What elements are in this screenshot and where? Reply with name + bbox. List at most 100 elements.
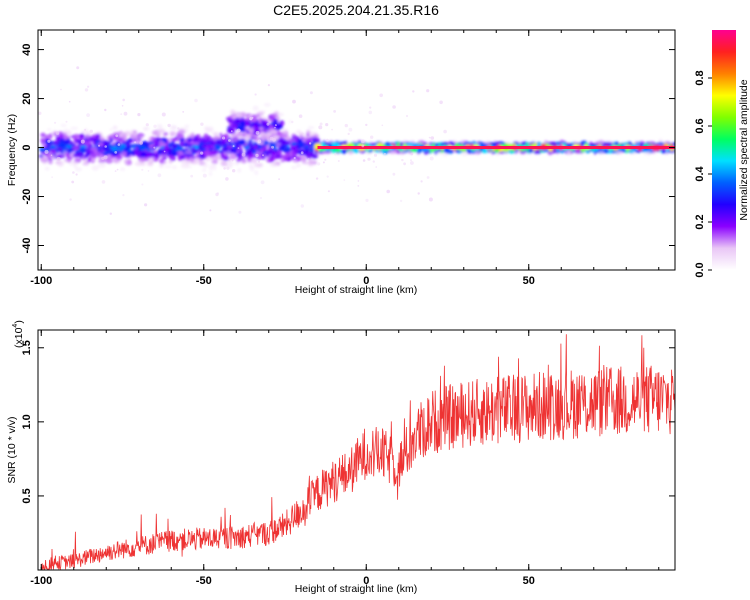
heatmap-cell <box>248 155 256 159</box>
heatmap-noise-cell <box>65 120 68 123</box>
spectrogram-x-tick-label: -100 <box>30 275 52 287</box>
heatmap-noise-cell <box>44 149 49 154</box>
heatmap-noise-cell <box>147 170 150 172</box>
heatmap-noise-cell <box>223 167 226 170</box>
heatmap-noise-cell <box>379 93 384 98</box>
heatmap-noise-cell <box>266 122 270 126</box>
heatmap-cell <box>250 158 257 164</box>
colorbar-tick-label: 0.6 <box>694 118 706 133</box>
heatmap-cell <box>252 135 258 138</box>
heatmap-cell <box>598 150 605 155</box>
heatmap-noise-cell <box>401 158 404 162</box>
heatmap-cell <box>657 142 665 146</box>
heatmap-cell <box>187 138 192 143</box>
heatmap-cell <box>201 144 207 149</box>
heatmap-cell <box>219 132 223 136</box>
heatmap-noise-cell <box>237 147 240 150</box>
heatmap-cell <box>148 141 154 145</box>
colorbar-gradient <box>712 30 736 270</box>
heatmap-cell <box>169 131 176 136</box>
heatmap-noise-cell <box>255 153 259 158</box>
heatmap-noise-cell <box>439 100 443 105</box>
heatmap-noise-cell <box>357 185 360 187</box>
heatmap-cell <box>230 109 235 115</box>
heatmap-cell <box>190 156 194 163</box>
heatmap-cell <box>214 143 221 150</box>
heatmap-noise-cell <box>348 127 353 132</box>
heatmap-cell <box>265 143 270 148</box>
heatmap-noise-cell <box>426 89 430 93</box>
heatmap-cell <box>254 170 259 175</box>
colorbar-ticks: 0.0 0.2 0.4 0.6 0.8 <box>694 70 712 278</box>
heatmap-noise-cell <box>347 132 350 136</box>
heatmap-cell <box>210 155 215 161</box>
heatmap-cell <box>258 110 266 114</box>
heatmap-cell <box>348 150 354 155</box>
snr-panel: -100 -50 0 50 0.5 1.0 1.5 Height of straight … <box>6 320 676 595</box>
heatmap-cell <box>93 141 97 146</box>
heatmap-cell <box>44 166 50 171</box>
heatmap-cell <box>53 140 59 146</box>
heatmap-cell <box>228 161 234 166</box>
heatmap-cell <box>264 135 271 140</box>
heatmap-noise-cell <box>98 144 101 147</box>
spectrogram-y-tick-label: 20 <box>21 92 33 104</box>
heatmap-noise-cell <box>157 173 162 178</box>
heatmap-cell <box>172 165 177 169</box>
heatmap-cell <box>261 124 268 128</box>
heatmap-cell <box>65 152 71 157</box>
snr-y-label: SNR (10 * v/v) <box>6 416 18 483</box>
heatmap-cell <box>301 161 310 165</box>
heatmap-cell <box>179 154 186 160</box>
heatmap-cell <box>647 141 655 145</box>
heatmap-cell <box>158 154 166 158</box>
heatmap-noise-cell <box>60 88 62 91</box>
heatmap-cell <box>228 143 235 146</box>
heatmap-noise-cell <box>200 151 204 155</box>
colorbar-tick-label: 0.0 <box>694 262 706 277</box>
heatmap-noise-cell <box>292 99 296 104</box>
heatmap-cell <box>68 158 72 163</box>
heatmap-noise-cell <box>200 122 204 126</box>
heatmap-cell <box>252 150 257 154</box>
heatmap-noise-cell <box>68 100 71 103</box>
heatmap-cell <box>154 140 160 146</box>
heatmap-cell <box>215 139 224 146</box>
heatmap-cell <box>134 146 139 152</box>
heatmap-cell <box>72 145 78 151</box>
heatmap-noise-cell <box>412 90 415 93</box>
spectrogram-y-tick-label: -20 <box>21 189 33 205</box>
heatmap-cell <box>263 103 271 107</box>
heatmap-cell <box>70 126 79 130</box>
heatmap-noise-cell <box>337 160 340 162</box>
heatmap-noise-cell <box>163 150 166 153</box>
spectrogram-panel: -100 -50 0 50 -40 -20 0 20 40 Height of straigh… <box>6 29 676 296</box>
heatmap-cell <box>116 146 125 151</box>
heatmap-noise-cell <box>331 128 333 131</box>
spectrogram-x-tick-label: 0 <box>363 275 369 287</box>
snr-y-multiplier: (x104) <box>12 320 25 348</box>
heatmap-noise-cell <box>326 175 329 178</box>
heatmap-noise-cell <box>426 176 430 179</box>
snr-x-tick-label: 0 <box>363 575 369 587</box>
heatmap-cell <box>450 141 455 146</box>
heatmap-cell <box>85 140 92 147</box>
heatmap-cell <box>291 142 297 146</box>
heatmap-noise-cell <box>360 139 365 144</box>
heatmap-cell <box>147 147 151 152</box>
heatmap-cell <box>129 139 134 143</box>
heatmap-cell <box>238 140 243 144</box>
heatmap-cell <box>110 146 118 150</box>
heatmap-cell <box>256 157 262 160</box>
heatmap-cell <box>72 141 79 145</box>
heatmap-noise-cell <box>325 123 329 127</box>
heatmap-cell <box>574 149 582 154</box>
heatmap-cell <box>276 149 282 156</box>
heatmap-cell <box>245 137 250 144</box>
heatmap-cell <box>298 139 303 143</box>
heatmap-cell <box>175 146 184 151</box>
heatmap-cell <box>233 123 238 129</box>
heatmap-cell <box>155 152 160 159</box>
heatmap-cell <box>396 148 401 154</box>
